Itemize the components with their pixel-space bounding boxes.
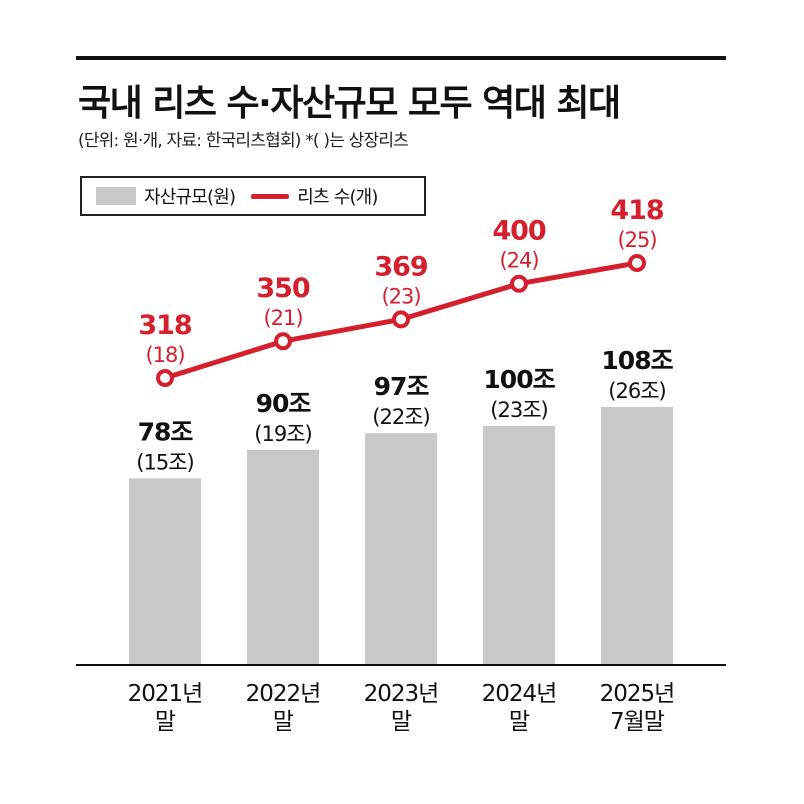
reit-count-label: 418: [610, 195, 664, 226]
asset-bar: [365, 433, 437, 664]
reit-count-label: 318: [138, 310, 192, 341]
reit-count-point: [274, 332, 292, 351]
top-rule: [76, 56, 726, 60]
legend-bar-label: 자산규모(원): [144, 187, 236, 208]
legend: 자산규모(원) 리츠 수(개): [80, 176, 426, 216]
legend-item-reit-count: 리츠 수(개): [235, 183, 378, 209]
chart-title: 국내 리츠 수·자산규모 모두 역대 최대: [78, 83, 621, 124]
x-tick-label: 2025년 7월말: [599, 681, 676, 735]
reit-listed-label: (21): [263, 306, 302, 330]
asset-bar: [483, 426, 555, 664]
legend-line-label: 리츠 수(개): [297, 187, 378, 208]
reit-listed-label: (23): [381, 284, 420, 308]
asset-listed-label: (23조): [490, 398, 547, 422]
asset-listed-label: (26조): [608, 379, 665, 403]
reit-count-point: [510, 274, 528, 293]
reit-listed-label: (24): [499, 249, 538, 273]
reit-count-label: 369: [374, 251, 428, 282]
x-tick-label: 2021년 말: [127, 681, 204, 735]
asset-bar: [129, 478, 201, 664]
asset-value-label: 108조: [601, 346, 673, 375]
asset-listed-label: (19조): [254, 422, 311, 446]
asset-value-label: 78조: [138, 417, 194, 446]
asset-listed-label: (22조): [372, 405, 429, 429]
asset-bar: [247, 449, 319, 664]
legend-item-assets: 자산규모(원): [82, 183, 236, 209]
asset-bar: [601, 406, 673, 664]
reit-count-label: 350: [256, 273, 310, 304]
x-tick-label: 2023년 말: [363, 681, 440, 735]
legend-bar-swatch: [96, 187, 136, 205]
legend-line-swatch: [251, 193, 290, 199]
reit-count-point: [156, 369, 174, 387]
reit-listed-label: (25): [617, 228, 656, 252]
asset-listed-label: (15조): [136, 450, 193, 474]
asset-value-label: 90조: [256, 389, 312, 418]
reit-count-label: 400: [492, 216, 546, 247]
reit-count-point: [392, 310, 410, 329]
x-tick-label: 2024년 말: [481, 681, 558, 735]
reit-count-point: [628, 254, 646, 272]
asset-value-label: 100조: [483, 365, 555, 394]
reit-listed-label: (18): [145, 343, 184, 367]
chart-subtitle: (단위: 원·개, 자료: 한국리츠협회) *( )는 상장리츠: [78, 131, 409, 151]
asset-value-label: 97조: [374, 372, 430, 401]
x-tick-label: 2022년 말: [245, 681, 322, 735]
